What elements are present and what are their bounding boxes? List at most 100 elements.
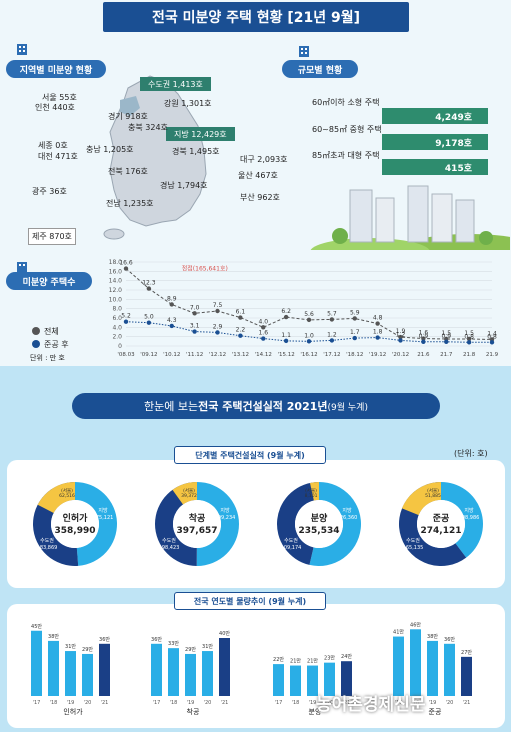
region-label: 전북 176호 — [108, 167, 148, 176]
data-point — [352, 316, 357, 321]
x-tick-label: 21.6 — [417, 352, 430, 358]
size-section-label: 규모별 현황 — [282, 60, 358, 78]
donut-seoul-value: 51,885 — [425, 493, 441, 499]
region-label: 세종 0호 — [38, 141, 68, 150]
bar-value-label: 24만 — [341, 653, 352, 660]
bar-value-label: 21만 — [307, 658, 318, 665]
data-point — [123, 319, 129, 324]
data-point — [238, 315, 243, 320]
region-label: 경남 1,794호 — [160, 181, 208, 190]
donut-local-label: 지방 — [464, 507, 474, 514]
bar-year-label: '17 — [153, 700, 161, 706]
series-line-total — [125, 268, 493, 340]
data-point — [261, 325, 266, 330]
bar — [219, 638, 230, 696]
bar-value-label: 45만 — [31, 623, 42, 630]
data-label: 1.7 — [350, 329, 360, 336]
data-point — [146, 320, 152, 325]
region-label: 부산 962호 — [240, 193, 280, 202]
data-label: 8.9 — [167, 295, 177, 302]
bar — [290, 665, 301, 696]
x-tick-label: '09.12 — [140, 352, 157, 358]
data-label: 4.0 — [258, 318, 268, 325]
region-section-label: 지역별 미분양 현황 — [6, 60, 106, 78]
bar-year-label: '18 — [412, 700, 420, 706]
data-label: 5.7 — [327, 310, 337, 317]
bar-value-label: 22만 — [273, 656, 284, 663]
bar-group-label: 분양 — [309, 708, 322, 716]
bottom-unit: (단위: 호) — [454, 449, 488, 458]
bar-value-label: 40만 — [219, 630, 230, 637]
provincial-region-box: 지방 12,429호 — [166, 127, 235, 141]
region-label: 경북 1,495호 — [172, 147, 220, 156]
data-label: 1.5 — [464, 330, 474, 337]
trend-line-chart: 0 2.0 4.0 6.0 8.0 10.0 12.0 14.0 16.0 18.0 '08.03 '… — [109, 259, 499, 358]
bar — [82, 653, 93, 696]
banner-bold: 전국 주택건설실적 2021년 — [198, 400, 328, 413]
bar — [427, 640, 438, 696]
bar — [393, 636, 404, 696]
data-point — [306, 339, 312, 344]
unit-label: 단위 : 만 호 — [30, 354, 65, 362]
donut-hole — [417, 500, 465, 548]
bar-year-label: '19 — [429, 700, 437, 706]
donut-slice-local — [309, 482, 361, 566]
x-tick-label: '14.12 — [255, 352, 272, 358]
donut-capital-value: 109,174 — [281, 545, 302, 551]
donut-total: 274,121 — [421, 526, 462, 536]
bar-year-label: '18 — [170, 700, 178, 706]
data-label: 5.6 — [304, 311, 314, 318]
y-tick-label: 18.0 — [109, 259, 123, 266]
data-point — [489, 340, 495, 345]
donut-total: 235,534 — [299, 526, 340, 536]
bar-value-label: 31만 — [65, 643, 76, 650]
bar — [65, 651, 76, 696]
bar-year-label: '17 — [395, 700, 403, 706]
x-tick-label: '15.12 — [277, 352, 294, 358]
region-label: 강원 1,301호 — [164, 99, 212, 108]
x-tick-label: 21.9 — [486, 352, 499, 358]
x-tick-label: 21.8 — [463, 352, 476, 358]
bar-year-label: '17 — [33, 700, 41, 706]
region-label: 광주 36호 — [32, 187, 67, 196]
data-label: 7.0 — [190, 304, 200, 311]
x-tick-label: '16.12 — [300, 352, 317, 358]
data-label: 2.2 — [236, 327, 246, 334]
data-point — [283, 338, 289, 344]
y-tick-label: 6.0 — [112, 315, 122, 322]
donut-capital-label: 수도권 — [40, 537, 54, 544]
donut-seoul-value: 8,101 — [305, 493, 318, 499]
bar — [341, 661, 352, 696]
data-label: 1.9 — [396, 328, 406, 335]
data-label: 6.1 — [236, 309, 246, 316]
bar-year-label: '21 — [101, 700, 109, 706]
data-point — [329, 338, 335, 343]
data-point — [169, 323, 174, 329]
x-tick-label: '12.12 — [209, 352, 226, 358]
region-label: 제주 870호 — [28, 228, 76, 245]
donut-local-value: 108,986 — [459, 515, 480, 521]
data-label: 3.1 — [190, 323, 200, 330]
data-label: 1.1 — [281, 332, 291, 339]
data-label: 4.3 — [167, 317, 177, 324]
building-icon — [17, 262, 27, 273]
region-label: 인천 440호 — [35, 103, 75, 112]
bottom-banner: 한눈에 보는 전국 주택건설실적 2021년 (9월 누계) — [72, 393, 440, 419]
data-point — [123, 266, 129, 271]
x-tick-label: '18.12 — [346, 352, 363, 358]
donut-slice-seoul — [309, 482, 319, 501]
y-tick-label: 2.0 — [112, 334, 122, 341]
donut-name: 착공 — [189, 512, 206, 524]
donut-seoul-label: (서울) — [427, 487, 439, 494]
banner-post: (9월 누계) — [327, 402, 368, 413]
bar-year-label: '19 — [187, 700, 195, 706]
data-point — [466, 340, 472, 345]
bar-year-label: '19 — [309, 700, 317, 706]
peak-annotation: 정점(165,641호) — [182, 266, 228, 273]
donut-capital-value: 165,135 — [403, 545, 424, 551]
size-item-label: 60㎡이하 소형 주택 — [312, 98, 380, 107]
data-label: 16.6 — [119, 260, 133, 267]
banner-pre: 한눈에 보는 — [144, 400, 199, 413]
bar-value-label: 36만 — [99, 636, 110, 643]
bar-year-label: '20 — [326, 700, 334, 706]
